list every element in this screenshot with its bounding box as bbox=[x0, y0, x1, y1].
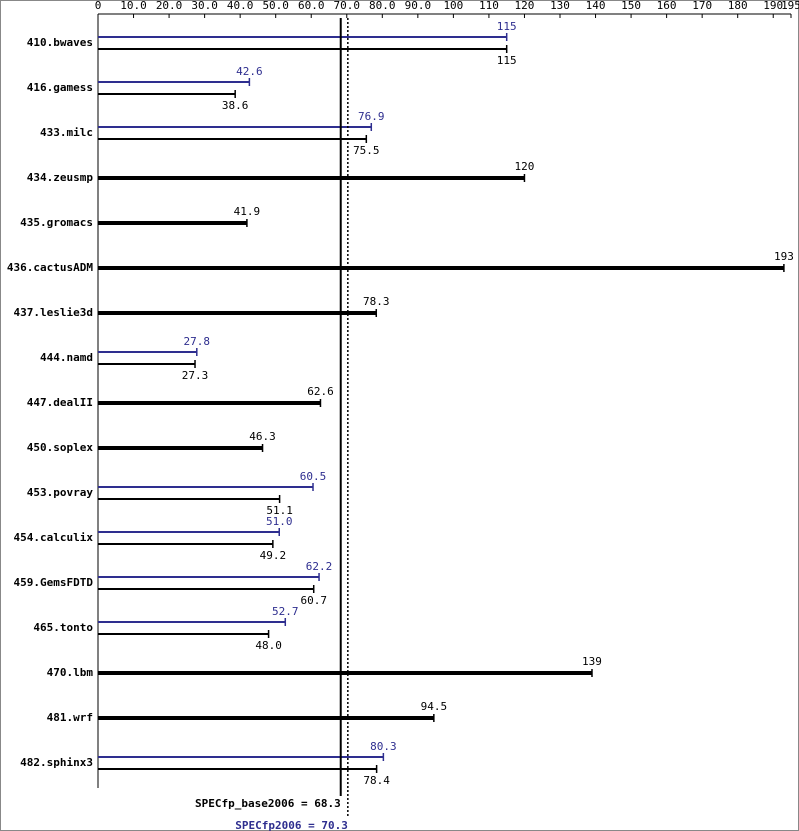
value-label: 193 bbox=[774, 250, 794, 263]
x-tick-label: 120 bbox=[515, 0, 535, 12]
category-label: 465.tonto bbox=[33, 621, 93, 634]
category-label: 481.wrf bbox=[47, 711, 93, 724]
category-label: 447.dealII bbox=[27, 396, 93, 409]
category-label: 437.leslie3d bbox=[14, 306, 93, 319]
category-label: 433.milc bbox=[40, 126, 93, 139]
category-label: 416.gamess bbox=[27, 81, 93, 94]
value-label: 76.9 bbox=[358, 110, 385, 123]
value-label: 51.0 bbox=[266, 515, 293, 528]
x-tick-label: 0 bbox=[95, 0, 102, 12]
value-label: 49.2 bbox=[260, 549, 287, 562]
x-tick-label: 10.0 bbox=[120, 0, 147, 12]
x-tick-label: 20.0 bbox=[156, 0, 183, 12]
x-tick-label: 100 bbox=[443, 0, 463, 12]
reference-label: SPECfp_base2006 = 68.3 bbox=[195, 797, 341, 810]
value-label: 115 bbox=[497, 20, 517, 33]
x-tick-label: 50.0 bbox=[262, 0, 289, 12]
category-label: 470.lbm bbox=[47, 666, 94, 679]
x-tick-label: 40.0 bbox=[227, 0, 254, 12]
value-label: 120 bbox=[515, 160, 535, 173]
value-label: 78.3 bbox=[363, 295, 390, 308]
value-label: 115 bbox=[497, 54, 517, 67]
value-label: 62.2 bbox=[306, 560, 333, 573]
x-tick-label: 195 bbox=[781, 0, 799, 12]
value-label: 42.6 bbox=[236, 65, 263, 78]
category-label: 450.soplex bbox=[27, 441, 94, 454]
x-tick-label: 160 bbox=[657, 0, 677, 12]
value-label: 38.6 bbox=[222, 99, 249, 112]
value-label: 51.1 bbox=[266, 504, 293, 517]
x-tick-label: 70.0 bbox=[334, 0, 361, 12]
category-label: 454.calculix bbox=[14, 531, 94, 544]
value-label: 52.7 bbox=[272, 605, 299, 618]
x-tick-label: 30.0 bbox=[191, 0, 218, 12]
category-label: 444.namd bbox=[40, 351, 93, 364]
x-tick-label: 80.0 bbox=[369, 0, 396, 12]
category-label: 435.gromacs bbox=[20, 216, 93, 229]
x-tick-label: 90.0 bbox=[405, 0, 432, 12]
category-label: 459.GemsFDTD bbox=[14, 576, 94, 589]
x-tick-label: 190 bbox=[763, 0, 783, 12]
category-label: 436.cactusADM bbox=[7, 261, 93, 274]
value-label: 75.5 bbox=[353, 144, 380, 157]
reference-label: SPECfp2006 = 70.3 bbox=[235, 819, 348, 831]
x-tick-label: 60.0 bbox=[298, 0, 325, 12]
x-tick-label: 150 bbox=[621, 0, 641, 12]
x-tick-label: 170 bbox=[692, 0, 712, 12]
value-label: 41.9 bbox=[234, 205, 261, 218]
category-label: 453.povray bbox=[27, 486, 94, 499]
category-label: 410.bwaves bbox=[27, 36, 93, 49]
value-label: 94.5 bbox=[421, 700, 448, 713]
value-label: 60.5 bbox=[300, 470, 327, 483]
category-label: 434.zeusmp bbox=[27, 171, 94, 184]
value-label: 60.7 bbox=[300, 594, 327, 607]
value-label: 62.6 bbox=[307, 385, 334, 398]
value-label: 48.0 bbox=[255, 639, 282, 652]
x-tick-label: 110 bbox=[479, 0, 499, 12]
x-tick-label: 130 bbox=[550, 0, 570, 12]
x-tick-label: 140 bbox=[586, 0, 606, 12]
value-label: 27.8 bbox=[184, 335, 211, 348]
x-tick-label: 180 bbox=[728, 0, 748, 12]
value-label: 46.3 bbox=[249, 430, 276, 443]
value-label: 27.3 bbox=[182, 369, 209, 382]
category-label: 482.sphinx3 bbox=[20, 756, 93, 769]
value-label: 78.4 bbox=[363, 774, 390, 787]
value-label: 80.3 bbox=[370, 740, 397, 753]
value-label: 139 bbox=[582, 655, 602, 668]
